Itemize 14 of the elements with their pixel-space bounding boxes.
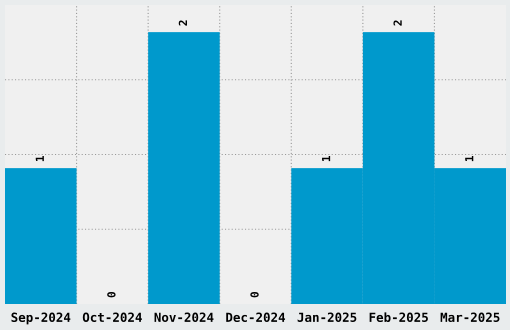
x-tick-label: Mar-2025 bbox=[440, 312, 500, 322]
x-tick-label: Oct-2024 bbox=[82, 312, 142, 322]
x-tick-label: Sep-2024 bbox=[11, 312, 70, 324]
data-label: 1 bbox=[322, 156, 330, 162]
data-label: 0 bbox=[107, 292, 116, 298]
data-label: 2 bbox=[178, 20, 187, 26]
data-label: 2 bbox=[393, 20, 402, 26]
x-tick-label: Nov-2024 bbox=[154, 312, 214, 322]
data-label: 1 bbox=[36, 156, 44, 162]
data-label: 0 bbox=[250, 292, 259, 298]
x-tick-label: Feb-2025 bbox=[370, 312, 428, 322]
x-tick-label: Dec-2024 bbox=[226, 312, 286, 322]
x-tick-label: Jan-2025 bbox=[298, 312, 356, 322]
data-label: 1 bbox=[465, 156, 474, 162]
